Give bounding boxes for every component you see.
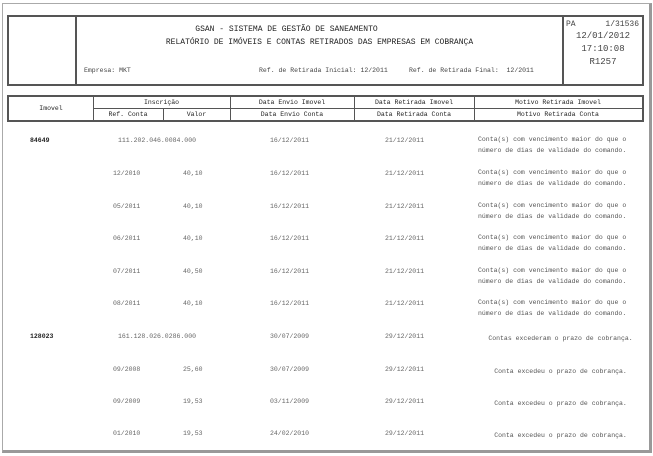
motivo: Conta(s) com vencimento maior do que o n… — [478, 202, 627, 220]
valor: 19,53 — [183, 398, 203, 405]
valor: 25,60 — [183, 366, 203, 373]
data-retirada: 29/12/2011 — [385, 430, 425, 437]
ref-final-label: Ref. de Retirada Final: — [409, 67, 499, 74]
col-valor: Valor — [186, 111, 207, 118]
data-envio: 16/12/2011 — [270, 268, 310, 275]
data-retirada: 21/12/2011 — [385, 300, 425, 307]
data-envio: 30/07/2009 — [270, 366, 310, 373]
valor: 19,53 — [183, 430, 203, 437]
report-date: 12/01/2012 — [575, 31, 630, 41]
data-envio: 24/02/2010 — [270, 430, 310, 437]
valor: 40,10 — [183, 203, 203, 210]
column-header: Imovel Inscrição Ref. Conta Valor Data E… — [7, 95, 644, 122]
report-title: RELATÓRIO DE IMÓVEIS E CONTAS RETIRADOS … — [165, 38, 474, 47]
ref-conta: 07/2011 — [113, 268, 141, 275]
ref-conta: 09/2009 — [113, 398, 141, 405]
report-code: R1257 — [589, 57, 617, 67]
col-inscricao: Inscrição — [143, 99, 180, 106]
ref-conta: 05/2011 — [113, 203, 141, 210]
ref-conta: 09/2008 — [113, 366, 141, 373]
data-retirada: 21/12/2011 — [385, 137, 425, 144]
motivo: Conta excedeu o prazo de cobrança. — [494, 400, 627, 407]
ref-conta: 12/2010 — [113, 170, 141, 177]
col-motivo-conta: Motivo Retirada Conta — [517, 111, 599, 118]
col-data-envio-conta: Data Envio Conta — [260, 111, 324, 118]
motivo: Contas excederam o prazo de cobrança. — [488, 335, 633, 342]
data-envio: 30/07/2009 — [270, 333, 310, 340]
data-retirada: 21/12/2011 — [385, 170, 425, 177]
data-retirada: 21/12/2011 — [385, 235, 425, 242]
col-ref-conta: Ref. Conta — [108, 111, 148, 118]
imovel-id: 84649 — [30, 137, 50, 144]
empresa-value: MKT — [119, 67, 131, 74]
col-motivo-imovel: Motivo Retirada Imovel — [515, 99, 601, 106]
valor: 40,10 — [183, 300, 203, 307]
ref-conta: 06/2011 — [113, 235, 141, 242]
data-envio: 16/12/2011 — [270, 203, 310, 210]
state: PA — [566, 20, 576, 29]
system-title: GSAN - SISTEMA DE GESTÃO DE SANEAMENTO — [195, 25, 378, 34]
report-time: 17:10:08 — [581, 44, 625, 54]
data-retirada: 29/12/2011 — [385, 398, 425, 405]
inscricao: 161.128.026.0286.000 — [118, 333, 197, 340]
ref-final-value: 12/2011 — [506, 67, 534, 74]
motivo: Conta(s) com vencimento maior do que o n… — [478, 267, 627, 285]
col-data-retirada-imovel: Data Retirada Imovel — [374, 99, 453, 106]
data-envio: 16/12/2011 — [270, 170, 310, 177]
motivo: Conta(s) com vencimento maior do que o n… — [478, 169, 627, 187]
inscricao: 111.202.046.0084.000 — [118, 137, 197, 144]
page-frame — [2, 3, 652, 453]
motivo: Conta excedeu o prazo de cobrança. — [494, 368, 627, 375]
page-number: 1/31536 — [605, 20, 639, 29]
logo-cell — [9, 17, 77, 84]
valor: 40,10 — [183, 170, 203, 177]
ref-inicial-value: 12/2011 — [360, 67, 388, 74]
col-data-envio-imovel: Data Envio Imovel — [258, 99, 326, 106]
valor: 40,50 — [183, 268, 203, 275]
data-retirada: 21/12/2011 — [385, 268, 425, 275]
col-data-retirada-conta: Data Retirada Conta — [376, 111, 452, 118]
imovel-id: 128023 — [30, 333, 54, 340]
col-imovel: Imovel — [39, 105, 63, 112]
data-envio: 03/11/2009 — [270, 398, 310, 405]
data-envio: 16/12/2011 — [270, 137, 310, 144]
data-retirada: 29/12/2011 — [385, 333, 425, 340]
motivo: Conta excedeu o prazo de cobrança. — [494, 432, 627, 439]
valor: 40,10 — [183, 235, 203, 242]
data-retirada: 29/12/2011 — [385, 366, 425, 373]
motivo: Conta(s) com vencimento maior do que o n… — [478, 136, 627, 154]
data-envio: 16/12/2011 — [270, 235, 310, 242]
ref-inicial-label: Ref. de Retirada Inicial: — [259, 67, 357, 74]
empresa-label: Empresa: — [84, 67, 116, 74]
report-meta: PA 1/31536 12/01/2012 17:10:08 R1257 — [562, 17, 642, 84]
data-retirada: 21/12/2011 — [385, 203, 425, 210]
ref-conta: 01/2010 — [113, 430, 141, 437]
ref-conta: 08/2011 — [113, 300, 141, 307]
motivo: Conta(s) com vencimento maior do que o n… — [478, 234, 627, 252]
motivo: Conta(s) com vencimento maior do que o n… — [478, 299, 627, 317]
report-header: GSAN - SISTEMA DE GESTÃO DE SANEAMENTO R… — [7, 15, 644, 86]
data-envio: 16/12/2011 — [270, 300, 310, 307]
